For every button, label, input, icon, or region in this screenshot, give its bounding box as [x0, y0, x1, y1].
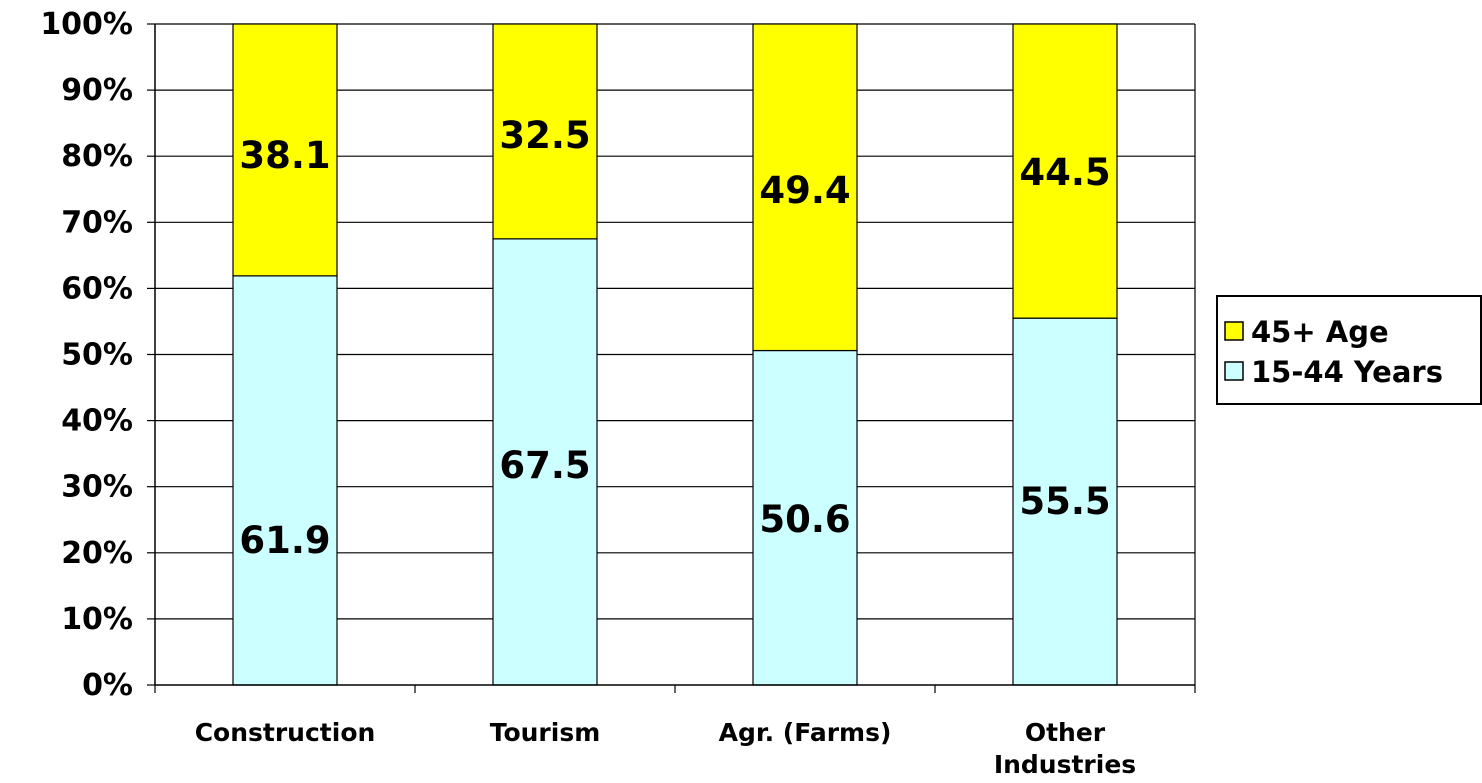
legend-label: 45+ Age [1251, 315, 1389, 349]
y-tick-label: 20% [61, 536, 133, 571]
data-label: 67.5 [499, 444, 590, 487]
legend-swatch [1224, 361, 1244, 381]
data-label: 32.5 [499, 114, 590, 157]
bar-segment [232, 23, 338, 277]
y-tick-label: 50% [61, 338, 133, 373]
y-tick-label: 0% [82, 668, 133, 703]
x-category-label: Agr. (Farms) [719, 718, 892, 747]
y-tick-label: 30% [61, 470, 133, 505]
bar-segment [232, 275, 338, 686]
bar-segment [752, 349, 858, 686]
y-tick-label: 40% [61, 404, 133, 439]
data-label: 50.6 [759, 498, 850, 541]
legend-box [1216, 295, 1482, 405]
x-category-label: Tourism [490, 718, 601, 747]
legend: 45+ Age 15-44 Years [1216, 295, 1482, 405]
data-labels: 61.9 67.5 50.6 55.5 38.1 32.5 49.4 44.5 [239, 114, 1110, 562]
bar-segment [1012, 23, 1118, 319]
bar-segment [752, 23, 858, 352]
y-tick-label: 90% [61, 73, 133, 108]
x-category-label: Other [1025, 718, 1106, 747]
data-label: 49.4 [759, 169, 850, 212]
bar-segment [1012, 317, 1118, 686]
legend-label: 15-44 Years [1251, 355, 1443, 389]
y-tick-label: 70% [61, 205, 133, 240]
y-tick-label: 60% [61, 271, 133, 306]
data-label: 38.1 [239, 134, 330, 177]
x-category-label: Construction [195, 718, 376, 747]
data-label: 55.5 [1019, 480, 1110, 523]
data-label: 61.9 [239, 519, 330, 562]
y-tick-label: 10% [61, 602, 133, 637]
legend-swatch [1224, 321, 1244, 341]
axes: 0% 10% 20% 30% 40% 50% 60% 70% 80% 90% 100% Constru… [40, 7, 1196, 779]
x-category-label: Industries [994, 750, 1136, 779]
bar-segment [492, 23, 598, 240]
y-tick-label: 100% [40, 7, 133, 42]
data-label: 44.5 [1019, 151, 1110, 194]
y-tick-label: 80% [61, 139, 133, 174]
